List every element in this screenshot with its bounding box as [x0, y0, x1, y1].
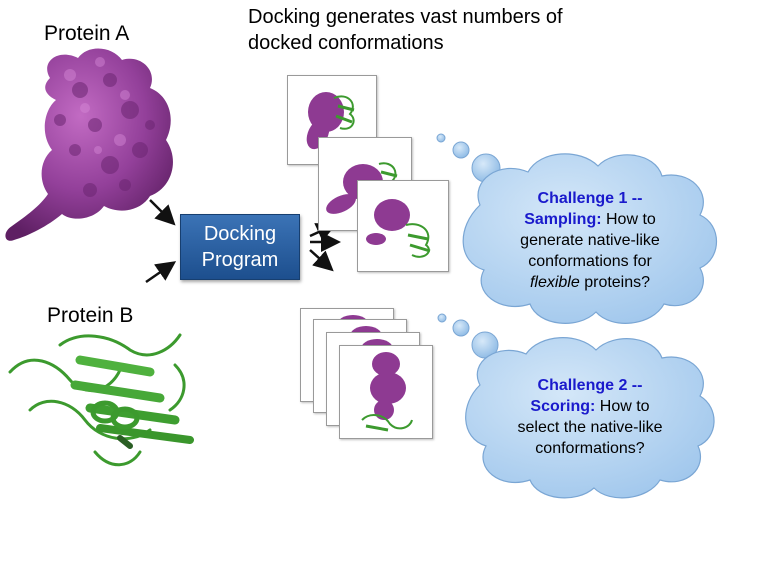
docked-complex-image — [361, 352, 413, 432]
protein-b-ribbon — [8, 333, 194, 467]
docked-complex-image — [366, 199, 431, 258]
challenge-1-title: Challenge 1 -- — [537, 190, 643, 207]
challenge-1-cloud — [462, 153, 718, 324]
docking-program-line-1: Docking — [203, 223, 277, 245]
conformation-frame-7 — [339, 345, 433, 439]
arrow-out-down — [309, 249, 334, 272]
protein-a-surface — [5, 48, 173, 241]
challenge-2-title: Challenge 2 -- — [537, 377, 643, 394]
challenge-2-cloud — [465, 337, 715, 499]
docked-complex-image — [306, 92, 355, 150]
challenge-1-text: Challenge 1 -- Sampling: How to generate… — [490, 188, 690, 293]
challenge-1-text-a: How to — [601, 211, 656, 228]
challenge-1-text-c: conformations for — [528, 253, 652, 270]
challenge-2-text: Challenge 2 -- Scoring: How to select th… — [490, 375, 690, 459]
docking-program-box: Docking Program — [180, 214, 300, 280]
header-line-2: docked conformations — [248, 32, 444, 54]
challenge-1-text-b: generate native-like — [520, 232, 660, 249]
protein-b-label: Protein B — [47, 304, 134, 327]
challenge-2-keyword: Scoring: — [530, 398, 596, 415]
docking-program-line-2: Program — [201, 249, 279, 271]
conformation-frame-3 — [357, 180, 449, 272]
cloud-2-thought-bubbles — [437, 313, 499, 359]
arrow-protein-b — [145, 261, 177, 284]
challenge-2-text-a: How to — [595, 398, 650, 415]
arrow-protein-a — [149, 199, 176, 226]
challenge-2-text-c: conformations? — [535, 440, 645, 457]
challenge-2-text-b: select the native-like — [517, 419, 663, 436]
challenge-1-text-d: proteins? — [579, 274, 651, 291]
challenge-1-keyword: Sampling: — [524, 211, 602, 228]
header-line-1: Docking generates vast numbers of — [248, 6, 563, 28]
protein-a-label: Protein A — [44, 22, 130, 45]
challenge-1-italic: flexible — [529, 274, 580, 291]
